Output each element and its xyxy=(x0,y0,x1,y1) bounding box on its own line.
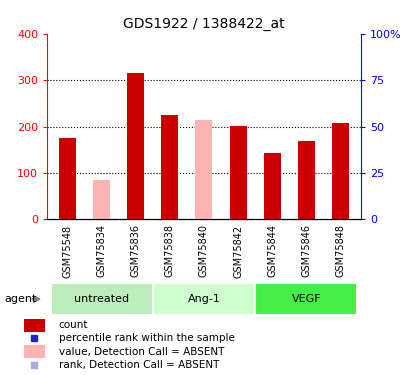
Text: percentile rank within the sample: percentile rank within the sample xyxy=(58,333,234,344)
Text: GSM75838: GSM75838 xyxy=(164,225,175,278)
Text: GSM75548: GSM75548 xyxy=(63,225,72,278)
Bar xyxy=(153,283,254,315)
Text: GSM75846: GSM75846 xyxy=(301,225,310,278)
Bar xyxy=(93,180,110,219)
Text: agent: agent xyxy=(4,294,36,304)
Bar xyxy=(195,120,212,219)
Text: GSM75840: GSM75840 xyxy=(198,225,209,278)
Text: rank, Detection Call = ABSENT: rank, Detection Call = ABSENT xyxy=(58,360,218,370)
Text: Ang-1: Ang-1 xyxy=(187,294,220,304)
Bar xyxy=(331,123,348,219)
Text: untreated: untreated xyxy=(74,294,129,304)
Title: GDS1922 / 1388422_at: GDS1922 / 1388422_at xyxy=(123,17,284,32)
Text: GSM75834: GSM75834 xyxy=(97,225,106,278)
Bar xyxy=(24,319,45,332)
Bar xyxy=(263,153,280,219)
Text: GSM75844: GSM75844 xyxy=(267,225,276,278)
Text: VEGF: VEGF xyxy=(291,294,320,304)
Bar xyxy=(297,141,314,219)
Text: GSM75842: GSM75842 xyxy=(232,225,243,278)
Bar xyxy=(127,73,144,219)
Bar xyxy=(24,345,45,358)
Text: GSM75836: GSM75836 xyxy=(130,225,140,278)
Text: count: count xyxy=(58,320,88,330)
Text: GSM75848: GSM75848 xyxy=(335,225,344,278)
Bar xyxy=(50,283,153,315)
Bar xyxy=(229,126,246,219)
Bar xyxy=(59,138,76,219)
Bar xyxy=(161,115,178,219)
Text: value, Detection Call = ABSENT: value, Detection Call = ABSENT xyxy=(58,346,223,357)
Bar xyxy=(254,283,357,315)
